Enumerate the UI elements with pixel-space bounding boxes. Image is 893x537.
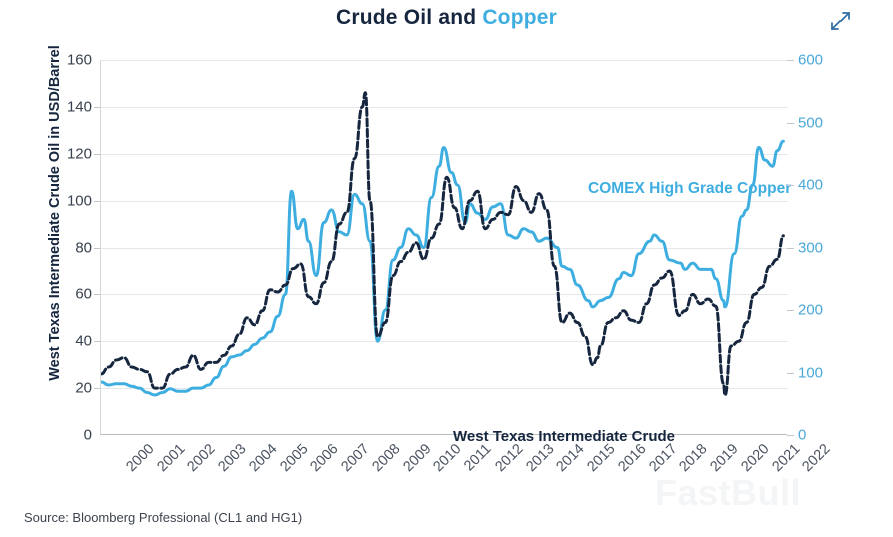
x-tick-2002: 2002	[184, 441, 220, 476]
x-tick-2022: 2022	[799, 441, 834, 476]
x-tick-2011: 2011	[461, 441, 495, 475]
x-tick-2012: 2012	[492, 441, 527, 476]
series-label-wti: West Texas Intermediate Crude	[453, 428, 676, 445]
series-line-wti	[101, 91, 785, 397]
x-tick-2004: 2004	[246, 441, 281, 476]
tickmark-right	[787, 310, 794, 311]
x-tick-2008: 2008	[369, 441, 404, 476]
y-tick-right-600: 600	[798, 51, 824, 69]
tickmark-right	[787, 60, 794, 61]
series-canvas	[101, 60, 788, 397]
x-tick-2017: 2017	[645, 441, 681, 476]
x-tick-2000: 2000	[123, 441, 158, 476]
tickmark-right	[787, 373, 794, 374]
x-tick-2021: 2021	[768, 441, 804, 476]
x-tick-2009: 2009	[400, 441, 435, 476]
y-tick-left-100: 100	[66, 192, 92, 210]
source-note: Source: Bloomberg Professional (CL1 and …	[24, 510, 303, 525]
title-main-text: Crude Oil and	[335, 6, 483, 29]
plot-area: COMEX High Grade Copper West Texas Inter…	[100, 60, 791, 445]
x-tick-2001: 2001	[154, 441, 189, 476]
title-accent-text: Copper	[482, 6, 558, 29]
page-title: Crude Oil and Copper	[0, 6, 893, 30]
tickmark-left	[94, 388, 100, 389]
y-tick-left-40: 40	[75, 332, 92, 350]
x-tick-2005: 2005	[277, 441, 312, 476]
y-tick-right-300: 300	[798, 239, 824, 256]
x-tick-2015: 2015	[584, 441, 619, 476]
y-tick-left-80: 80	[75, 239, 92, 256]
tickmark-right	[787, 185, 794, 186]
grid-lines	[101, 60, 788, 389]
y-tick-right-200: 200	[798, 301, 824, 319]
x-tick-2003: 2003	[215, 441, 250, 476]
x-tick-2013: 2013	[523, 441, 558, 476]
tickmark-right	[787, 248, 794, 249]
watermark: FastBull	[655, 472, 802, 513]
x-tick-2018: 2018	[676, 441, 711, 476]
x-tick-2006: 2006	[307, 441, 343, 476]
tickmark-left	[94, 248, 100, 249]
x-tick-2016: 2016	[615, 441, 650, 476]
y-tick-right-0: 0	[798, 426, 807, 444]
y-tick-left-60: 60	[75, 285, 92, 303]
tickmark-right	[787, 123, 794, 124]
y-tick-left-140: 140	[66, 98, 92, 116]
x-tick-2007: 2007	[338, 441, 373, 476]
x-tick-2010: 2010	[430, 441, 465, 476]
x-tick-2014: 2014	[553, 441, 588, 476]
tickmark-right	[787, 435, 794, 436]
series-line-copper	[101, 139, 785, 397]
tickmark-left	[94, 154, 100, 155]
tickmark-left	[94, 107, 100, 108]
tickmark-left	[94, 294, 100, 295]
y-tick-right-500: 500	[798, 114, 824, 131]
x-tick-2020: 2020	[738, 441, 773, 476]
y-tick-left-20: 20	[75, 379, 92, 397]
y-tick-right-400: 400	[798, 176, 824, 194]
series-label-copper: COMEX High Grade Copper	[588, 180, 792, 197]
y-tick-left-120: 120	[66, 145, 92, 163]
x-tick-2019: 2019	[707, 441, 742, 476]
y-tick-left-160: 160	[66, 51, 92, 69]
expand-arrows-icon[interactable]	[829, 10, 851, 32]
y-tick-left-0: 0	[83, 426, 92, 444]
tickmark-left	[94, 201, 100, 202]
tickmark-left	[94, 341, 100, 342]
y-tick-right-100: 100	[798, 364, 824, 381]
